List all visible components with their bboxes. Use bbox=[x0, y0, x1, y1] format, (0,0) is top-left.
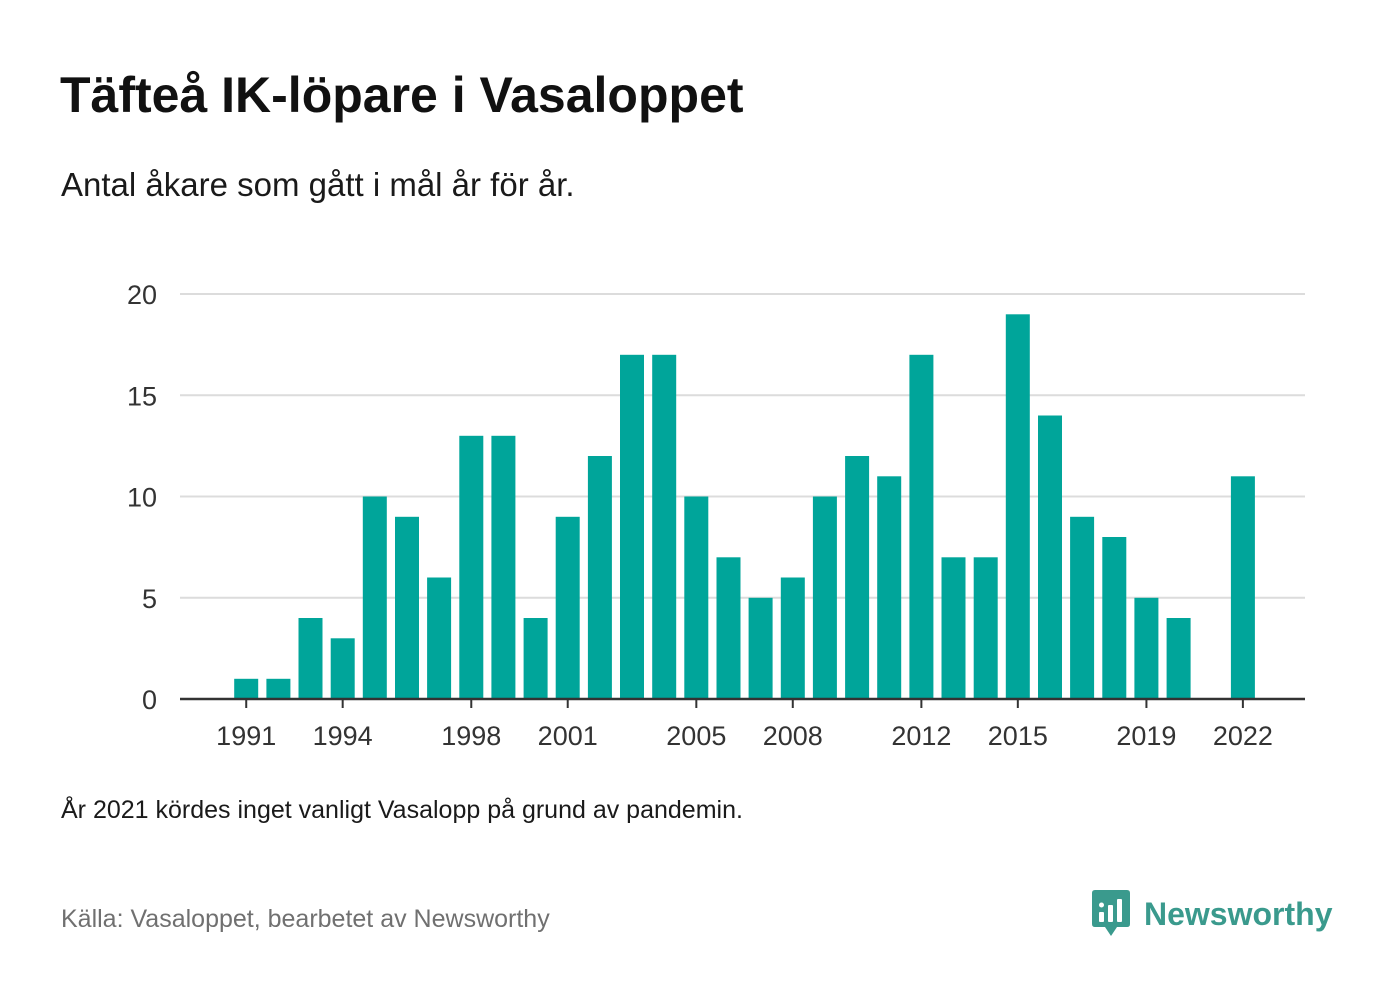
y-tick-label-0: 0 bbox=[142, 685, 157, 715]
bar-2018[interactable] bbox=[1102, 537, 1127, 699]
x-tick-label-1998: 1998 bbox=[441, 721, 501, 751]
bar-1996[interactable] bbox=[395, 516, 419, 700]
x-axis-tick-labels: 1991 1994 1998 2001 2005 2008 2012 2015 2019 2022 bbox=[216, 721, 1273, 751]
bar-2002[interactable] bbox=[587, 456, 612, 699]
chart-title: Täfteå IK-löpare i Vasaloppet bbox=[60, 67, 744, 123]
bar-2006[interactable] bbox=[716, 557, 741, 700]
bar-2003[interactable] bbox=[620, 354, 644, 700]
y-tick-label-15: 15 bbox=[127, 381, 157, 411]
bar-2015[interactable] bbox=[1005, 314, 1030, 700]
bar-2010[interactable] bbox=[845, 456, 870, 699]
bar-2012[interactable] bbox=[909, 354, 934, 700]
bar-2022[interactable] bbox=[1230, 476, 1255, 700]
bar-2000[interactable] bbox=[523, 618, 548, 699]
bar-2005[interactable] bbox=[684, 496, 709, 700]
bar-chart: 0 5 10 15 20 1991 1994 1998 2001 2005 2008 2012 201… bbox=[127, 280, 1305, 751]
x-tick-label-2015: 2015 bbox=[988, 721, 1048, 751]
bar-1999[interactable] bbox=[491, 435, 516, 700]
bar-1991[interactable] bbox=[234, 678, 259, 700]
bar-1992[interactable] bbox=[266, 678, 291, 700]
x-tick-label-2012: 2012 bbox=[891, 721, 951, 751]
y-tick-label-5: 5 bbox=[142, 584, 157, 614]
bar-1994[interactable] bbox=[330, 638, 355, 700]
x-tick-label-2022: 2022 bbox=[1213, 721, 1273, 751]
bar-2017[interactable] bbox=[1070, 516, 1095, 700]
x-tick-label-2008: 2008 bbox=[763, 721, 823, 751]
bar-1997[interactable] bbox=[427, 577, 452, 700]
newsworthy-brand[interactable]: Newsworthy bbox=[1090, 888, 1332, 940]
y-tick-label-20: 20 bbox=[127, 280, 157, 310]
chart-subtitle: Antal åkare som gått i mål år för år. bbox=[61, 166, 575, 203]
newsworthy-logo-icon bbox=[1092, 890, 1130, 936]
chart-note: År 2021 kördes inget vanligt Vasalopp på… bbox=[61, 796, 743, 824]
source-credit: Källa: Vasaloppet, bearbetet av Newswort… bbox=[61, 905, 550, 933]
x-axis bbox=[180, 697, 1305, 708]
x-tick-label-2005: 2005 bbox=[666, 721, 726, 751]
y-tick-label-10: 10 bbox=[127, 483, 157, 513]
bar-2014[interactable] bbox=[973, 557, 998, 700]
bar-1995[interactable] bbox=[362, 496, 387, 700]
bar-2001[interactable] bbox=[555, 516, 580, 700]
x-tick-label-2001: 2001 bbox=[538, 721, 598, 751]
bar-2019[interactable] bbox=[1134, 597, 1159, 700]
bar-2011[interactable] bbox=[877, 476, 902, 700]
x-tick-label-1994: 1994 bbox=[313, 721, 373, 751]
x-tick-label-1991: 1991 bbox=[216, 721, 276, 751]
bar-2008[interactable] bbox=[780, 577, 805, 700]
x-tick-label-2019: 2019 bbox=[1116, 721, 1176, 751]
bar-2013[interactable] bbox=[941, 557, 966, 700]
bar-1993[interactable] bbox=[298, 618, 323, 699]
brand-name: Newsworthy bbox=[1144, 895, 1333, 932]
bar-1998[interactable] bbox=[459, 435, 484, 700]
gridlines bbox=[180, 293, 1305, 599]
bar-2004[interactable] bbox=[652, 354, 677, 700]
y-axis-tick-labels: 0 5 10 15 20 bbox=[127, 280, 157, 715]
bars bbox=[234, 314, 1255, 700]
bar-2016[interactable] bbox=[1038, 415, 1062, 700]
bar-2020[interactable] bbox=[1166, 618, 1191, 699]
bar-2007[interactable] bbox=[748, 597, 773, 700]
bar-2009[interactable] bbox=[812, 496, 837, 700]
